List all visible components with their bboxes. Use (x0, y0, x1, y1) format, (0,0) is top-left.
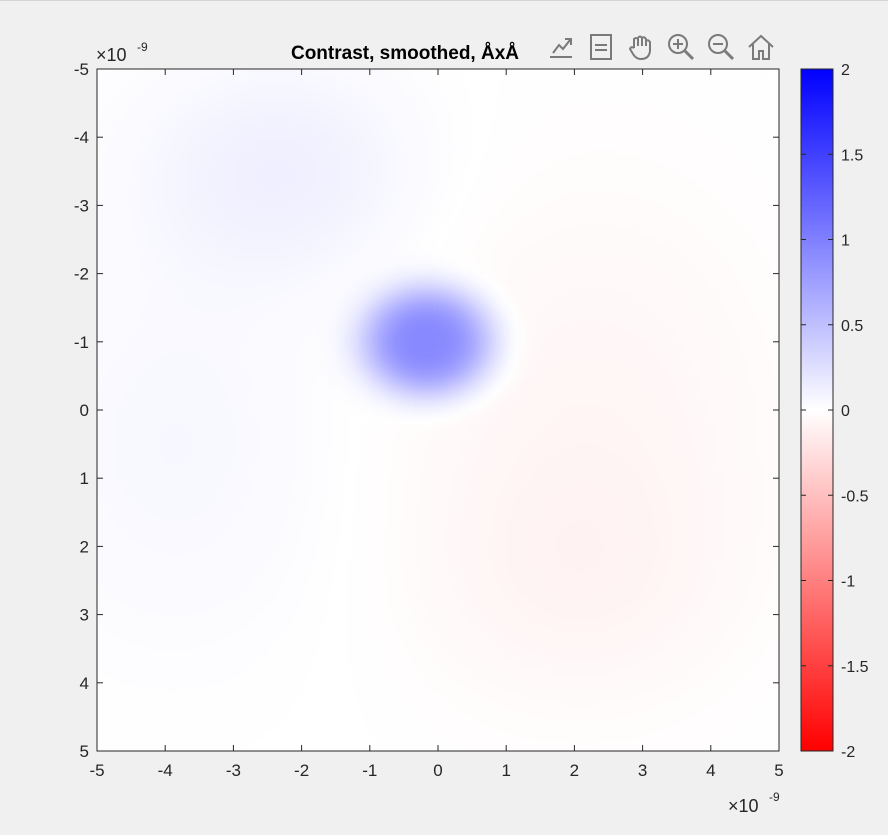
zoom-in-button[interactable] (662, 28, 700, 66)
pan-icon (629, 35, 651, 60)
x-tick-label: 2 (570, 761, 579, 780)
x-tick-label: -1 (362, 761, 377, 780)
x-tick-label: 1 (501, 761, 510, 780)
x-tick-label: -4 (158, 761, 173, 780)
colorbar-tick-label: -1 (841, 574, 855, 591)
colorbar-tick-label: 1.5 (841, 147, 863, 164)
x-tick-label: 5 (774, 761, 783, 780)
y-exponent-power: -9 (137, 40, 148, 54)
x-tick-label: -2 (294, 761, 309, 780)
x-tick-label: 4 (706, 761, 715, 780)
colorbar-ticks: 2 1.5 1 0.5 0 -0.5 -1 -1.5 -2 (801, 62, 869, 761)
zoom-in-icon (668, 34, 695, 61)
pan-button[interactable] (622, 28, 660, 66)
home-icon (748, 34, 774, 60)
y-tick-label: 1 (80, 469, 89, 488)
y-tick-label: 0 (80, 401, 89, 420)
y-tick-label: -4 (74, 128, 89, 147)
heatmap-area (97, 69, 779, 751)
colorbar (800, 68, 834, 752)
y-axis: -5 -4 -3 -2 -1 0 1 2 3 4 5 (74, 60, 779, 761)
x-tick-label: 3 (638, 761, 647, 780)
y-tick-label: -3 (74, 196, 89, 215)
colorbar-tick-label: -1.5 (841, 659, 869, 676)
y-tick-label: -5 (74, 60, 89, 79)
x-exponent-label: ×10 -9 (728, 790, 780, 816)
x-tick-label: -3 (226, 761, 241, 780)
axes-toolbar (542, 27, 780, 67)
y-tick-label: 5 (80, 742, 89, 761)
colorbar-tick-label: -0.5 (841, 488, 869, 505)
x-axis: -5 -4 -3 -2 -1 0 1 2 3 4 5 (89, 69, 784, 780)
colorbar-tick-label: 1 (841, 233, 850, 250)
zoom-out-button[interactable] (702, 28, 740, 66)
x-exponent-base: ×10 (728, 796, 759, 816)
heatmap (97, 69, 779, 751)
y-exponent-label: ×10 -9 (96, 40, 148, 65)
y-tick-label: 4 (80, 674, 89, 693)
y-tick-label: -2 (74, 265, 89, 284)
datatip-icon (590, 34, 612, 60)
y-tick-label: 2 (80, 537, 89, 556)
x-tick-label: -5 (89, 761, 104, 780)
chart-title: Contrast, smoothed, ÅxÅ (291, 43, 519, 64)
y-tick-label: 3 (80, 606, 89, 625)
y-exponent-base: ×10 (96, 45, 127, 65)
home-button[interactable] (742, 28, 780, 66)
colorbar-tick-label: 2 (841, 62, 850, 79)
x-exponent-power: -9 (769, 790, 780, 804)
x-tick-label: 0 (433, 761, 442, 780)
colorbar-tick-label: -2 (841, 744, 855, 761)
zoom-out-icon (708, 34, 735, 61)
export-icon (550, 38, 572, 58)
export-button[interactable] (542, 28, 580, 66)
datatip-button[interactable] (582, 28, 620, 66)
colorbar-tick-label: 0 (841, 403, 850, 420)
colorbar-tick-label: 0.5 (841, 318, 863, 335)
y-tick-label: -1 (74, 333, 89, 352)
